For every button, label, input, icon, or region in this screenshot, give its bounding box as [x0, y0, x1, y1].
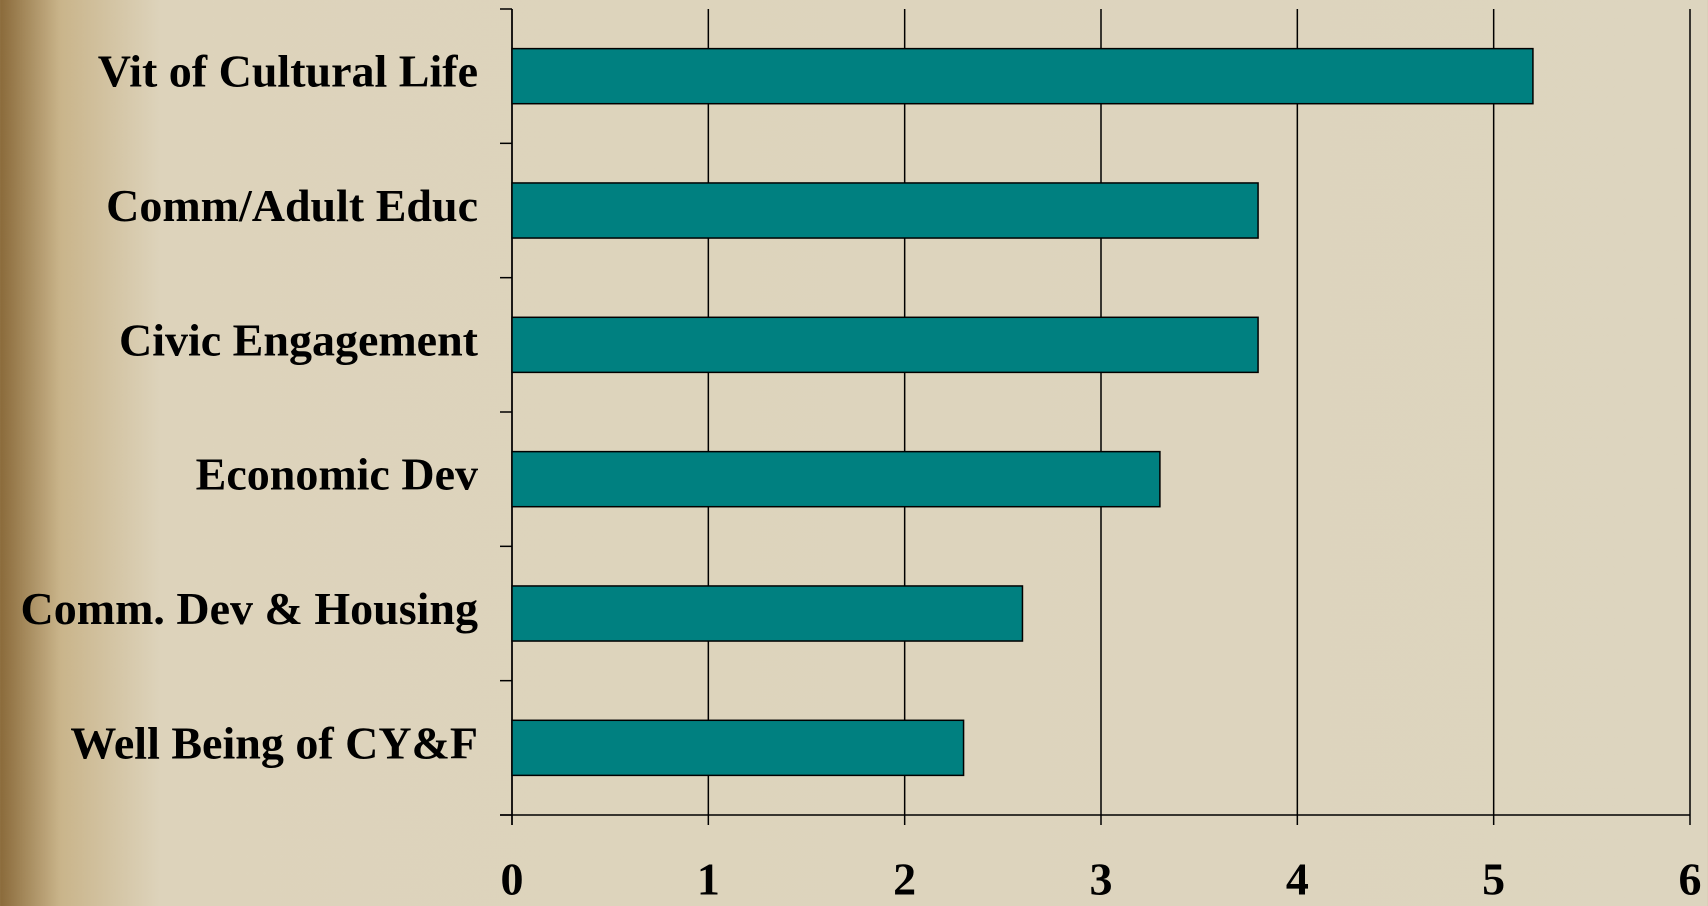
page: {"chart_data": {"type": "barh", "categor…: [0, 0, 1708, 906]
x-tick-label: 3: [1090, 854, 1113, 905]
bar: [512, 317, 1258, 372]
y-tick-label: Economic Dev: [196, 449, 478, 500]
y-tick-label: Comm. Dev & Housing: [21, 583, 478, 634]
y-tick-label: Civic Engagement: [119, 314, 479, 365]
bar: [512, 586, 1022, 641]
x-tick-label: 4: [1286, 854, 1309, 905]
bar: [512, 452, 1160, 507]
y-tick-label: Comm/Adult Educ: [106, 180, 478, 231]
y-tick-label: Vit of Cultural Life: [98, 46, 478, 97]
x-tick-label: 1: [697, 854, 720, 905]
bar: [512, 720, 964, 775]
x-tick-label: 6: [1679, 854, 1702, 905]
x-tick-label: 2: [893, 854, 916, 905]
bar: [512, 183, 1258, 238]
chart: 0 1 2 3 4 5 6 Vit of Cultural Life Comm/Adult Ed…: [0, 0, 1708, 906]
y-tick-label: Well Being of CY&F: [70, 717, 478, 768]
bar: [512, 49, 1533, 104]
x-tick-label: 5: [1482, 854, 1505, 905]
x-tick-label: 0: [501, 854, 524, 905]
